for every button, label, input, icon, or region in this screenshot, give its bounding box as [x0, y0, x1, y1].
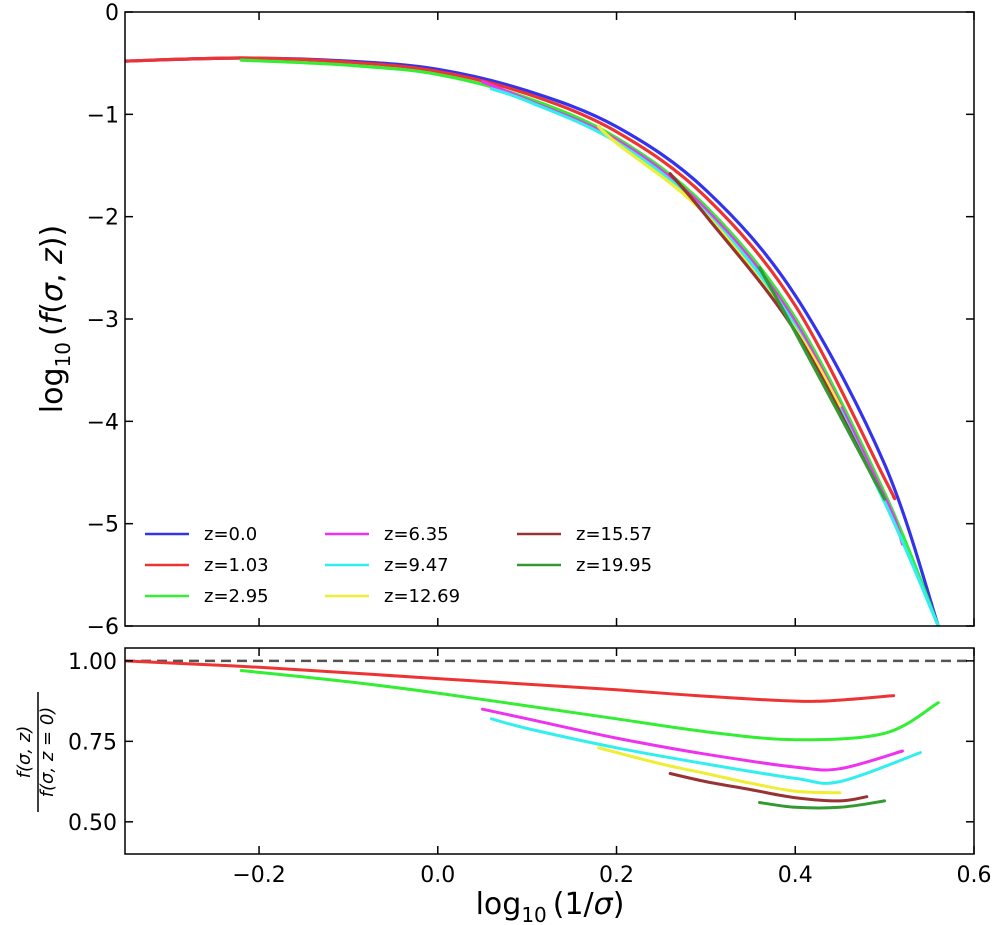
top-y-axis-label: log10(f(σ, z)): [35, 225, 75, 413]
bottom-x-label-sigma: σ: [594, 887, 614, 922]
bottom-xtick-label: 0.0: [420, 863, 455, 888]
top-ytick-label: −1: [87, 103, 119, 128]
bottom-xtick-label: −0.2: [232, 863, 285, 888]
bottom-y-label-numerator: f(σ, z): [14, 726, 35, 779]
top-y-label-comma: ,: [35, 264, 70, 283]
top-y-label-sub: 10: [51, 342, 75, 367]
legend-label: z=19.95: [576, 555, 652, 576]
top-series-z=19.95: [757, 266, 887, 501]
top-panel: 0 −1 −2 −3 −4 −5 −6 z=0.0 z=1.03 z=2.95 z=6.35 z=9…: [35, 1, 975, 640]
top-ytick-label: −2: [87, 206, 119, 231]
bottom-xtick-label: 0.2: [599, 863, 634, 888]
ratio-series-z=12.69: [597, 746, 842, 795]
bottom-y-label-denominator: f(σ, z = 0): [37, 707, 58, 798]
legend-label: z=12.69: [384, 586, 460, 607]
bottom-xtick-label: 0.4: [778, 863, 813, 888]
top-ytick-label: −5: [87, 513, 119, 538]
top-series-z=2.95: [239, 58, 940, 626]
legend: z=0.0 z=1.03 z=2.95 z=6.35 z=9.47 z=12.69 z=15…: [145, 524, 652, 607]
bottom-x-axis-label: log10 (1/σ): [476, 887, 625, 925]
bottom-panel: 1.000.750.50−0.2 0.0 0.2 0.4 0.6 log10 (1/σ) …: [14, 647, 992, 925]
legend-label: z=1.03: [204, 555, 269, 576]
top-ticks: 0 −1 −2 −3 −4 −5 −6: [87, 1, 975, 640]
ratio-series-z=1.03: [125, 659, 896, 703]
bottom-panel-frame: [124, 647, 975, 855]
top-y-label-sigma: σ: [35, 282, 70, 302]
ratio-series-z=19.95: [758, 799, 887, 810]
legend-label: z=6.35: [384, 524, 449, 545]
top-y-label-z: z: [35, 247, 70, 265]
legend-label: z=9.47: [384, 555, 449, 576]
bottom-ytick-label: 1.00: [68, 650, 117, 675]
ratio-series-z=2.95: [239, 669, 940, 742]
bottom-x-label-sub: 10: [521, 903, 546, 925]
bottom-x-label-close: ): [613, 887, 625, 922]
bottom-ticks: 1.00 0.75 0.50 −0.2 0.0 0.2 0.4 0.6: [68, 648, 992, 888]
ratio-series-z=15.57: [668, 772, 869, 803]
top-series-z=9.47: [489, 87, 940, 626]
ratio-series-z=6.35: [481, 707, 904, 772]
top-y-label-paren: (: [35, 324, 70, 336]
ratio-series-z=9.47: [489, 717, 922, 785]
top-series-z=12.69: [597, 125, 842, 408]
legend-label: z=2.95: [204, 586, 269, 607]
legend-label: z=15.57: [576, 524, 652, 545]
bottom-ytick-label: 0.75: [68, 730, 117, 755]
legend-label: z=0.0: [204, 524, 257, 545]
top-y-label-close: )): [35, 225, 70, 248]
bottom-curves: [125, 659, 974, 810]
top-ytick-label: 0: [105, 1, 119, 26]
top-series-z=6.35: [480, 80, 905, 546]
bottom-x-label-rest: (1/: [553, 887, 595, 922]
top-series-z=15.57: [668, 172, 878, 485]
top-ytick-label: −6: [87, 615, 119, 640]
bottom-xtick-label: 0.6: [957, 863, 992, 888]
top-series-z=1.03: [125, 56, 897, 501]
top-curves: [125, 56, 940, 626]
top-ytick-label: −3: [87, 308, 119, 333]
bottom-ytick-label: 0.50: [68, 811, 117, 836]
bottom-y-axis-label: f(σ, z) f(σ, z = 0): [14, 692, 58, 812]
top-y-label-open: (: [35, 302, 70, 314]
top-ytick-label: −4: [87, 410, 119, 435]
